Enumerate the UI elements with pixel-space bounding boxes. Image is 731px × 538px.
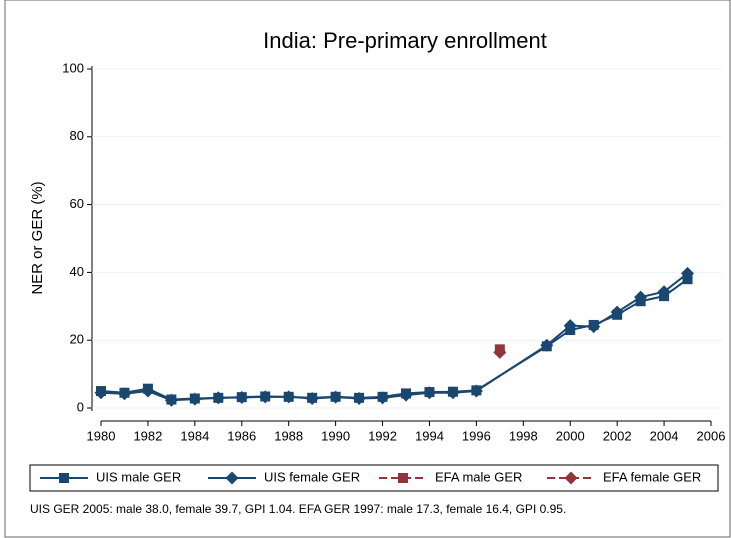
marker xyxy=(399,388,413,402)
marker xyxy=(493,345,507,359)
marker xyxy=(657,285,671,299)
y-tick-label: 60 xyxy=(70,196,84,211)
x-tick-label: 2000 xyxy=(556,428,585,443)
marker xyxy=(141,384,155,398)
marker xyxy=(329,390,343,404)
y-tick-label: 20 xyxy=(70,332,84,347)
legend-label: EFA female GER xyxy=(603,469,701,484)
marker xyxy=(305,392,319,406)
x-tick-label: 1984 xyxy=(180,428,209,443)
x-tick-label: 1980 xyxy=(87,428,116,443)
x-tick-label: 1996 xyxy=(462,428,491,443)
marker xyxy=(117,387,131,401)
marker xyxy=(188,392,202,406)
x-tick-label: 1994 xyxy=(415,428,444,443)
x-tick-label: 2006 xyxy=(697,428,726,443)
marker xyxy=(282,390,296,404)
chart-title: India: Pre-primary enrollment xyxy=(263,28,547,53)
marker xyxy=(446,386,460,400)
marker xyxy=(59,473,69,483)
marker xyxy=(225,471,239,485)
marker xyxy=(164,393,178,407)
frame xyxy=(4,0,731,538)
x-tick-label: 1988 xyxy=(274,428,303,443)
x-tick-label: 2002 xyxy=(603,428,632,443)
y-tick-label: 100 xyxy=(62,60,84,75)
marker xyxy=(564,471,578,485)
y-axis-label: NER or GER (%) xyxy=(29,181,46,294)
x-tick-label: 2004 xyxy=(650,428,679,443)
marker xyxy=(352,392,366,406)
marker xyxy=(587,320,601,334)
legend-label: EFA male GER xyxy=(435,469,522,484)
marker xyxy=(211,391,225,405)
x-tick-label: 1998 xyxy=(509,428,538,443)
marker xyxy=(469,384,483,398)
marker xyxy=(398,473,408,483)
legend-box xyxy=(29,464,719,492)
note: UIS GER 2005: male 38.0, female 39.7, GP… xyxy=(30,502,566,516)
marker xyxy=(258,390,272,404)
marker xyxy=(376,391,390,405)
marker xyxy=(235,390,249,404)
marker xyxy=(610,305,624,319)
y-tick-label: 80 xyxy=(70,128,84,143)
x-tick-label: 1992 xyxy=(368,428,397,443)
y-tick-label: 0 xyxy=(77,399,84,414)
x-tick-label: 1982 xyxy=(133,428,162,443)
y-tick-label: 40 xyxy=(70,264,84,279)
marker xyxy=(634,290,648,304)
marker xyxy=(94,386,108,400)
legend-label: UIS male GER xyxy=(96,469,181,484)
marker xyxy=(681,266,695,280)
legend-label: UIS female GER xyxy=(264,469,360,484)
x-tick-label: 1990 xyxy=(321,428,350,443)
marker xyxy=(563,319,577,333)
x-tick-label: 1986 xyxy=(227,428,256,443)
marker xyxy=(540,338,554,352)
marker xyxy=(422,386,436,400)
